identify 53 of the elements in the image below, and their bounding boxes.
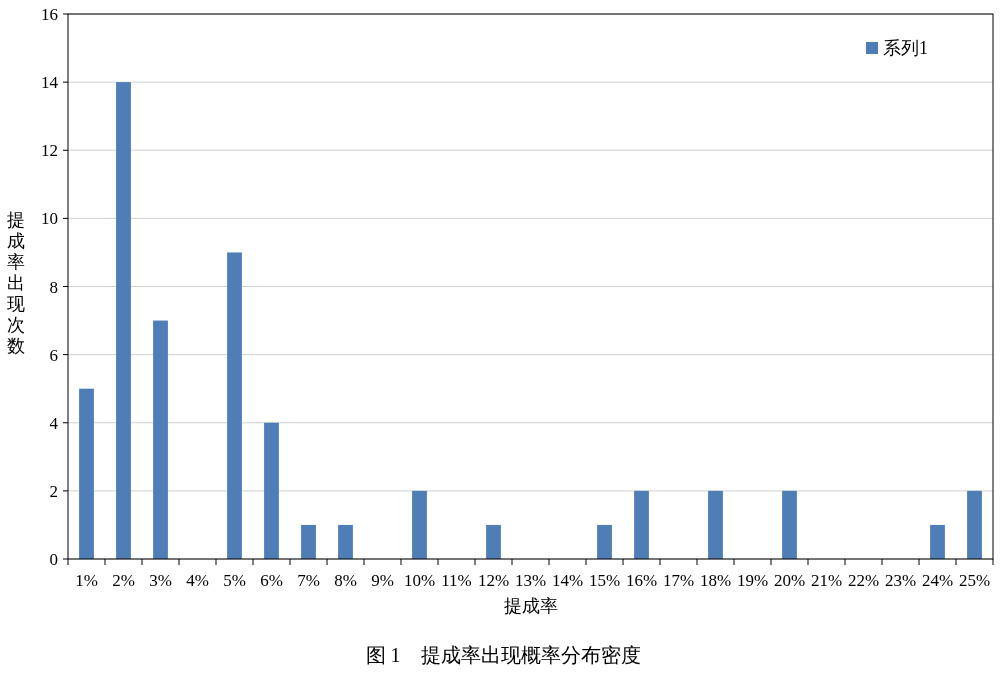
legend-label: 系列1 xyxy=(883,38,928,58)
x-tick-label: 5% xyxy=(223,571,246,590)
y-tick-label: 14 xyxy=(41,73,59,93)
bar xyxy=(264,422,279,559)
x-tick-label: 20% xyxy=(773,571,806,590)
x-tick-label: 12% xyxy=(477,571,510,590)
bar xyxy=(338,524,353,559)
y-tick-label: 10 xyxy=(41,209,58,229)
x-tick-label: 13% xyxy=(514,571,547,590)
caption: 图 1 提成率出现概率分布密度 xyxy=(365,644,641,666)
x-tick-label: 8% xyxy=(334,571,357,590)
x-tick-label: 10% xyxy=(403,571,436,590)
x-tick-label: 7% xyxy=(297,571,320,590)
y-tick-label: 0 xyxy=(49,550,58,569)
bar xyxy=(930,524,945,559)
x-tick-label: 2% xyxy=(112,571,135,590)
x-axis-title: 提成率 xyxy=(503,596,558,616)
x-tick-label: 11% xyxy=(441,571,472,590)
x-tick-label: 17% xyxy=(662,571,695,590)
x-tick-label: 24% xyxy=(921,571,954,590)
x-tick-label: 14% xyxy=(551,571,584,590)
x-tick-label: 16% xyxy=(625,571,658,590)
bar xyxy=(708,490,723,559)
x-tick-label: 21% xyxy=(810,571,843,590)
bar xyxy=(486,524,501,559)
y-tick-label: 2 xyxy=(49,481,58,501)
y-tick-label: 6 xyxy=(49,345,58,365)
x-tick-label: 15% xyxy=(588,571,621,590)
bar xyxy=(782,490,797,559)
x-tick-label: 19% xyxy=(736,571,769,590)
bar xyxy=(597,524,612,559)
x-tick-label: 22% xyxy=(847,571,880,590)
bar xyxy=(301,524,316,559)
bar xyxy=(967,490,982,559)
y-tick-label: 4 xyxy=(49,413,59,433)
bar xyxy=(153,320,168,559)
bar xyxy=(634,490,649,559)
x-tick-label: 1% xyxy=(75,571,98,590)
x-tick-label: 6% xyxy=(260,571,283,590)
x-tick-label: 3% xyxy=(149,571,172,590)
y-tick-label: 12 xyxy=(41,141,58,161)
x-tick-label: 9% xyxy=(371,571,394,590)
x-tick-label: 4% xyxy=(186,571,209,590)
bar xyxy=(116,82,131,559)
y-tick-label: 8 xyxy=(49,277,58,297)
bar xyxy=(79,388,94,559)
bar xyxy=(412,490,427,559)
y-tick-label: 16 xyxy=(41,5,58,24)
y-axis-title: 提成率出现次数 xyxy=(7,209,25,356)
x-tick-label: 25% xyxy=(958,571,991,590)
bar xyxy=(227,252,242,559)
x-tick-label: 23% xyxy=(884,571,917,590)
x-tick-label: 18% xyxy=(699,571,732,590)
